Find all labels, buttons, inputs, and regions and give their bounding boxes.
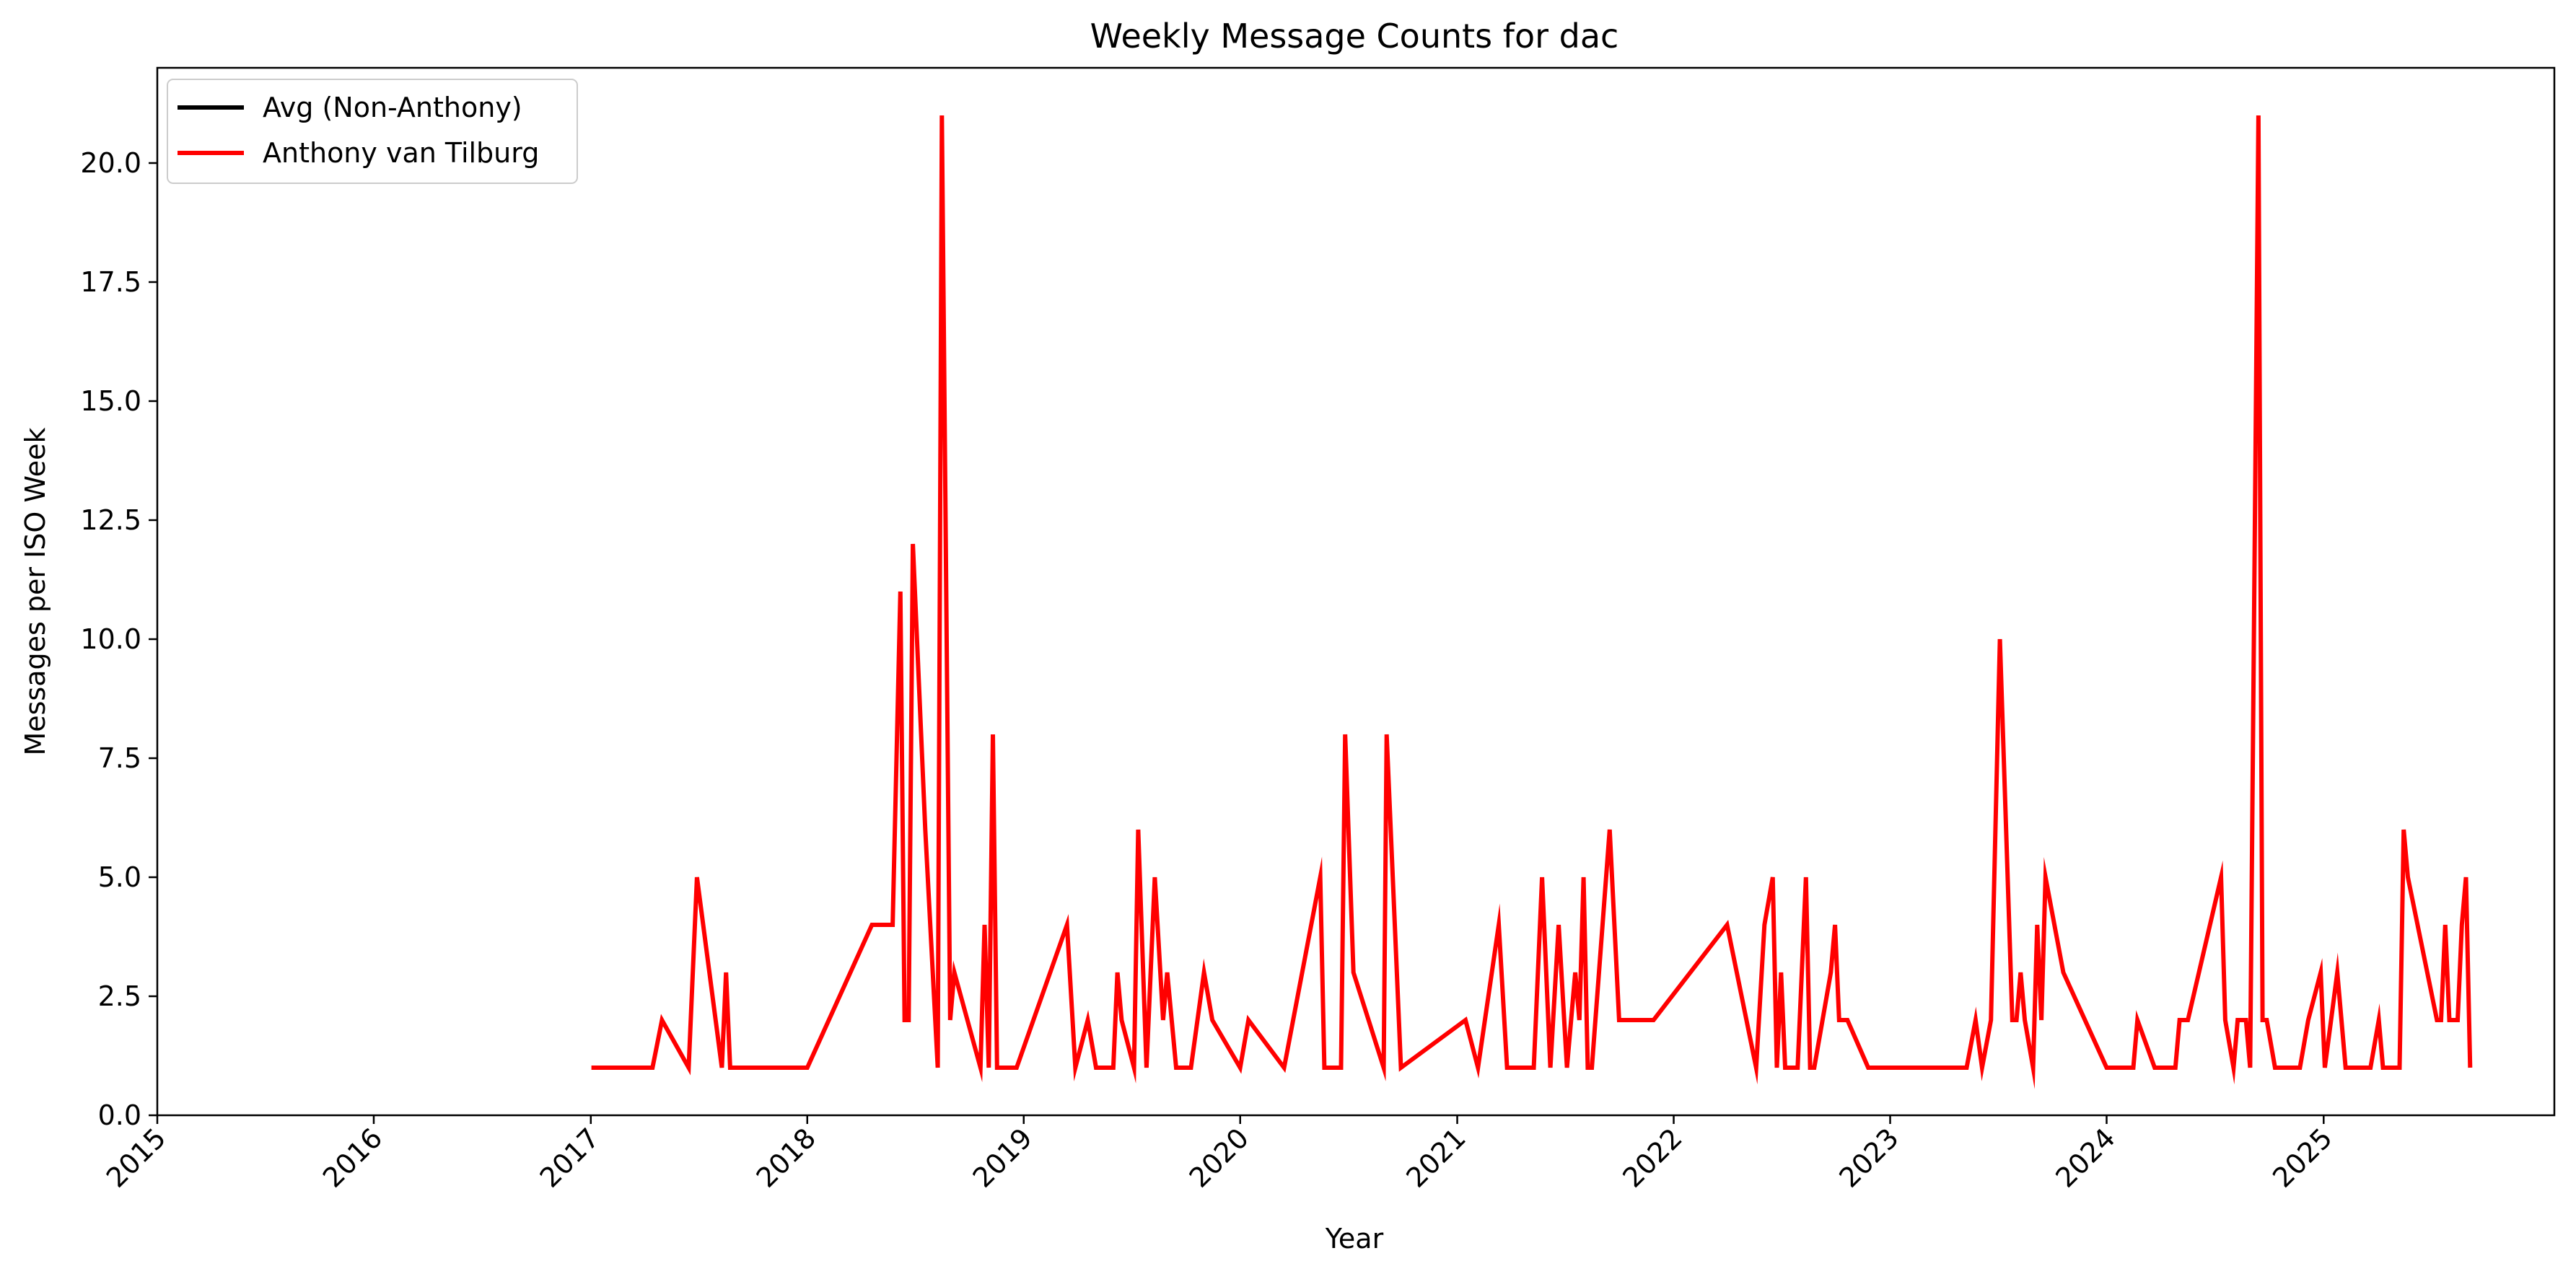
y-tick-label: 15.0	[80, 385, 141, 417]
plot-area	[156, 66, 2556, 1117]
y-axis: 0.0 2.5 5.0 7.5 10.0 12.5 15.0 17.5 20.0	[80, 147, 157, 1131]
y-tick-label: 10.0	[80, 623, 141, 655]
y-axis-label: Messages per ISO Week	[19, 427, 51, 755]
x-axis-label: Year	[1325, 1223, 1384, 1255]
plot-frame	[156, 66, 2556, 1117]
legend-label-avg: Avg (Non-Anthony)	[263, 92, 522, 123]
chart-title: Weekly Message Counts for dac	[1090, 17, 1619, 56]
y-tick-label: 17.5	[80, 266, 141, 298]
series-group	[591, 115, 2473, 1089]
y-tick-label: 12.5	[80, 504, 141, 536]
y-tick-label: 7.5	[98, 742, 141, 774]
y-tick-label: 0.0	[98, 1099, 141, 1131]
y-tick-label: 20.0	[80, 147, 141, 179]
series-line-anthony-van-tilburg	[591, 115, 2473, 1089]
legend: Avg (Non-Anthony) Anthony van Tilburg	[167, 79, 578, 184]
y-tick-label: 5.0	[98, 861, 141, 893]
legend-box	[167, 79, 578, 184]
y-tick-label: 2.5	[98, 980, 141, 1012]
legend-label-anthony: Anthony van Tilburg	[263, 137, 539, 169]
